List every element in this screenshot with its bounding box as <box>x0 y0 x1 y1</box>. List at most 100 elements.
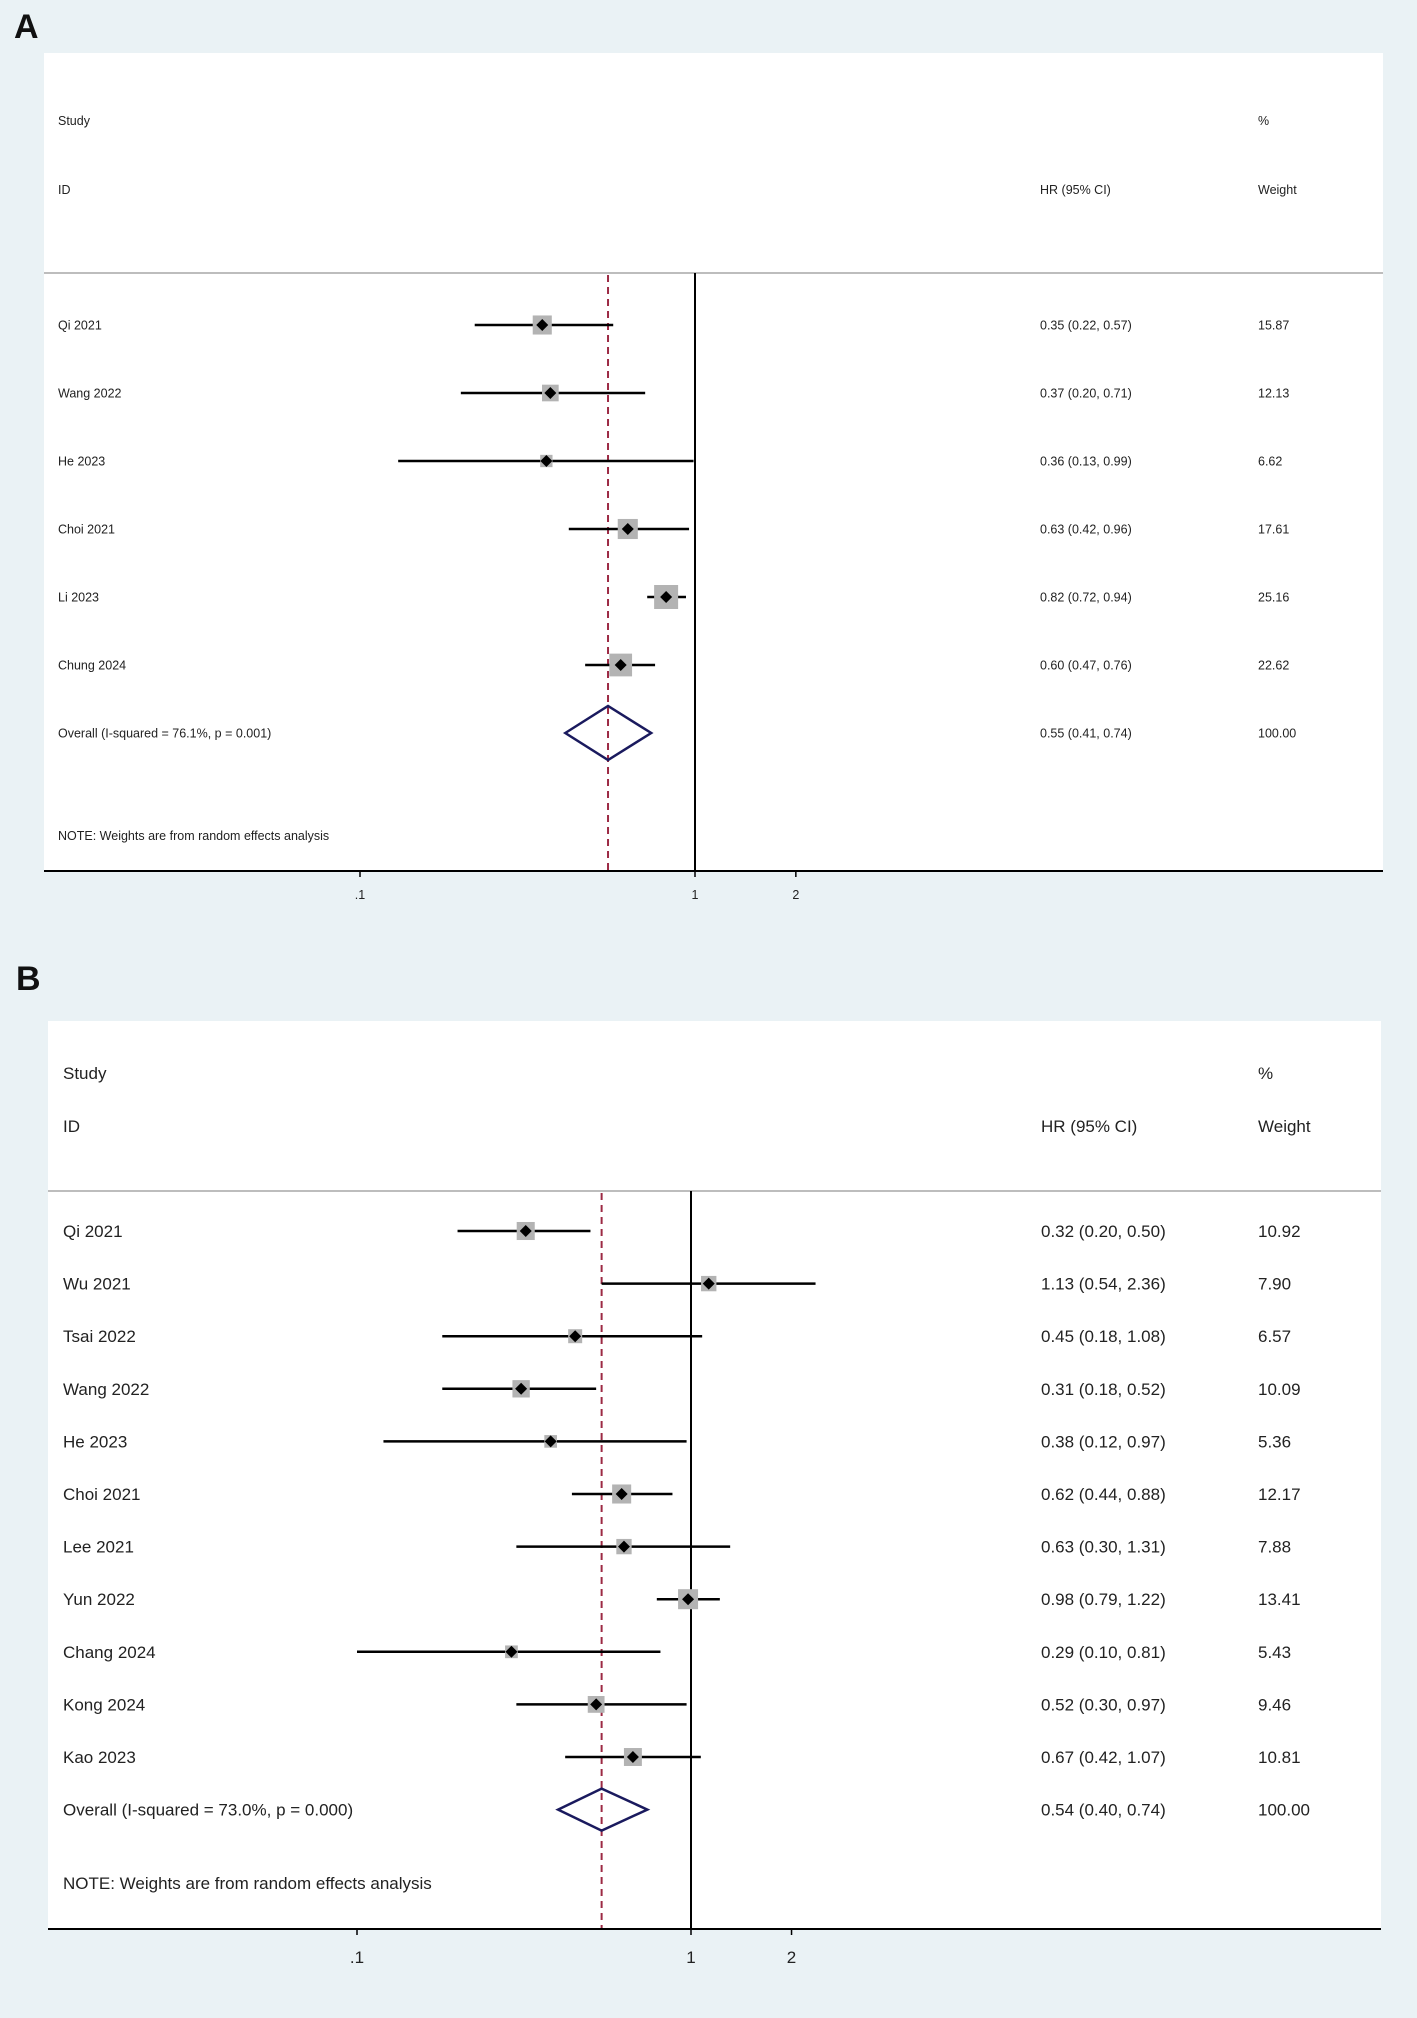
x-tick-label: 2 <box>792 888 799 902</box>
point-estimate <box>569 1330 582 1343</box>
ci-text: 0.36 (0.13, 0.99) <box>1040 454 1132 468</box>
study-label: Li 2023 <box>58 590 99 604</box>
ci-text: 0.98 (0.79, 1.22) <box>1041 1590 1166 1609</box>
weight-text: 12.17 <box>1258 1485 1301 1504</box>
overall-diamond <box>555 1787 651 1832</box>
ci-text: 0.63 (0.30, 1.31) <box>1041 1538 1166 1557</box>
ci-text: 0.63 (0.42, 0.96) <box>1040 522 1132 536</box>
weight-text: 10.81 <box>1258 1748 1301 1767</box>
weight-text: 6.57 <box>1258 1327 1291 1346</box>
weight-text: 6.62 <box>1258 454 1282 468</box>
point-estimate <box>540 455 553 467</box>
ci-text: 0.32 (0.20, 0.50) <box>1041 1222 1166 1241</box>
header-effect: HR (95% CI) <box>1040 183 1111 197</box>
point-estimate <box>615 1488 628 1500</box>
overall-label: Overall (I-squared = 76.1%, p = 0.001) <box>58 726 271 740</box>
overall-diamond <box>562 704 654 762</box>
study-label: Choi 2021 <box>63 1485 141 1504</box>
overall-ci-text: 0.54 (0.40, 0.74) <box>1041 1801 1166 1820</box>
overall-weight-text: 100.00 <box>1258 726 1296 740</box>
point-estimate <box>544 387 557 399</box>
weight-text: 5.43 <box>1258 1643 1291 1662</box>
study-label: Wang 2022 <box>58 386 122 400</box>
point-estimate <box>682 1593 695 1606</box>
panel-a: Study ID HR (95% CI)% Weight Qi 2021 0.35 (0.… <box>44 53 1383 902</box>
ci-text: 0.62 (0.44, 0.88) <box>1041 1485 1166 1504</box>
header-pct: % <box>1258 114 1269 128</box>
panel-a-letter: A <box>14 8 39 46</box>
ci-text: 0.35 (0.22, 0.57) <box>1040 318 1132 332</box>
point-estimate <box>590 1698 603 1711</box>
header-study: Study <box>58 114 91 128</box>
panel-b: Study ID HR (95% CI)% Weight Qi 2021 0.32 (0.… <box>48 1021 1381 1967</box>
weight-text: 15.87 <box>1258 318 1289 332</box>
weight-text: 7.88 <box>1258 1538 1291 1557</box>
overall-ci-text: 0.55 (0.41, 0.74) <box>1040 726 1132 740</box>
study-label: Qi 2021 <box>63 1222 123 1241</box>
note-text: NOTE: Weights are from random effects an… <box>58 829 329 843</box>
point-estimate <box>505 1645 518 1658</box>
x-tick-label: 2 <box>787 1948 796 1967</box>
x-tick-label: 1 <box>692 888 699 902</box>
study-label: Chang 2024 <box>63 1643 156 1662</box>
ci-text: 0.60 (0.47, 0.76) <box>1040 658 1132 672</box>
point-estimate <box>536 319 549 331</box>
weight-text: 17.61 <box>1258 522 1289 536</box>
overall-label: Overall (I-squared = 73.0%, p = 0.000) <box>63 1801 353 1820</box>
weight-text: 7.90 <box>1258 1275 1291 1294</box>
weight-text: 5.36 <box>1258 1432 1291 1451</box>
point-estimate <box>515 1382 528 1395</box>
study-label: Kong 2024 <box>63 1695 145 1714</box>
header-id: ID <box>58 183 71 197</box>
ci-text: 0.82 (0.72, 0.94) <box>1040 590 1132 604</box>
x-tick-label: .1 <box>355 888 365 902</box>
forest-plot-b: Study ID HR (95% CI)% Weight Qi 2021 0.32 (0.… <box>48 1064 1381 1967</box>
weight-text: 10.92 <box>1258 1222 1301 1241</box>
header-id: ID <box>63 1117 80 1136</box>
forest-plot-a: Study ID HR (95% CI)% Weight Qi 2021 0.35 (0.… <box>44 114 1383 902</box>
weight-text: 10.09 <box>1258 1380 1301 1399</box>
study-label: Wu 2021 <box>63 1275 131 1294</box>
weight-text: 25.16 <box>1258 590 1289 604</box>
ci-text: 0.45 (0.18, 1.08) <box>1041 1327 1166 1346</box>
ci-text: 0.37 (0.20, 0.71) <box>1040 386 1132 400</box>
note-text: NOTE: Weights are from random effects an… <box>63 1874 432 1893</box>
study-label: Qi 2021 <box>58 318 102 332</box>
point-estimate <box>702 1277 715 1290</box>
header-weight: Weight <box>1258 1117 1311 1136</box>
header-weight: Weight <box>1258 183 1297 197</box>
point-estimate <box>614 659 627 671</box>
overall-weight-text: 100.00 <box>1258 1801 1310 1820</box>
study-label: He 2023 <box>58 454 105 468</box>
ci-text: 0.52 (0.30, 0.97) <box>1041 1695 1166 1714</box>
header-study: Study <box>63 1064 107 1083</box>
point-estimate <box>519 1225 532 1237</box>
weight-text: 9.46 <box>1258 1695 1291 1714</box>
point-estimate <box>544 1435 557 1448</box>
study-label: Kao 2023 <box>63 1748 136 1767</box>
ci-text: 1.13 (0.54, 2.36) <box>1041 1275 1166 1294</box>
point-estimate <box>621 523 634 535</box>
weight-text: 13.41 <box>1258 1590 1301 1609</box>
study-label: Lee 2021 <box>63 1538 134 1557</box>
study-label: Tsai 2022 <box>63 1327 136 1346</box>
panel-b-letter: B <box>16 960 41 998</box>
header-pct: % <box>1258 1064 1273 1083</box>
header-effect: HR (95% CI) <box>1041 1117 1137 1136</box>
study-label: He 2023 <box>63 1432 127 1451</box>
point-estimate <box>626 1751 639 1763</box>
study-label: Yun 2022 <box>63 1590 135 1609</box>
x-tick-label: 1 <box>686 1948 695 1967</box>
weight-text: 22.62 <box>1258 658 1289 672</box>
ci-text: 0.29 (0.10, 0.81) <box>1041 1643 1166 1662</box>
x-tick-label: .1 <box>350 1948 364 1967</box>
study-label: Chung 2024 <box>58 658 126 672</box>
point-estimate <box>617 1540 630 1553</box>
ci-text: 0.67 (0.42, 1.07) <box>1041 1748 1166 1767</box>
ci-text: 0.31 (0.18, 0.52) <box>1041 1380 1166 1399</box>
point-estimate <box>660 591 673 603</box>
study-label: Choi 2021 <box>58 522 115 536</box>
weight-text: 12.13 <box>1258 386 1289 400</box>
ci-text: 0.38 (0.12, 0.97) <box>1041 1432 1166 1451</box>
study-label: Wang 2022 <box>63 1380 149 1399</box>
